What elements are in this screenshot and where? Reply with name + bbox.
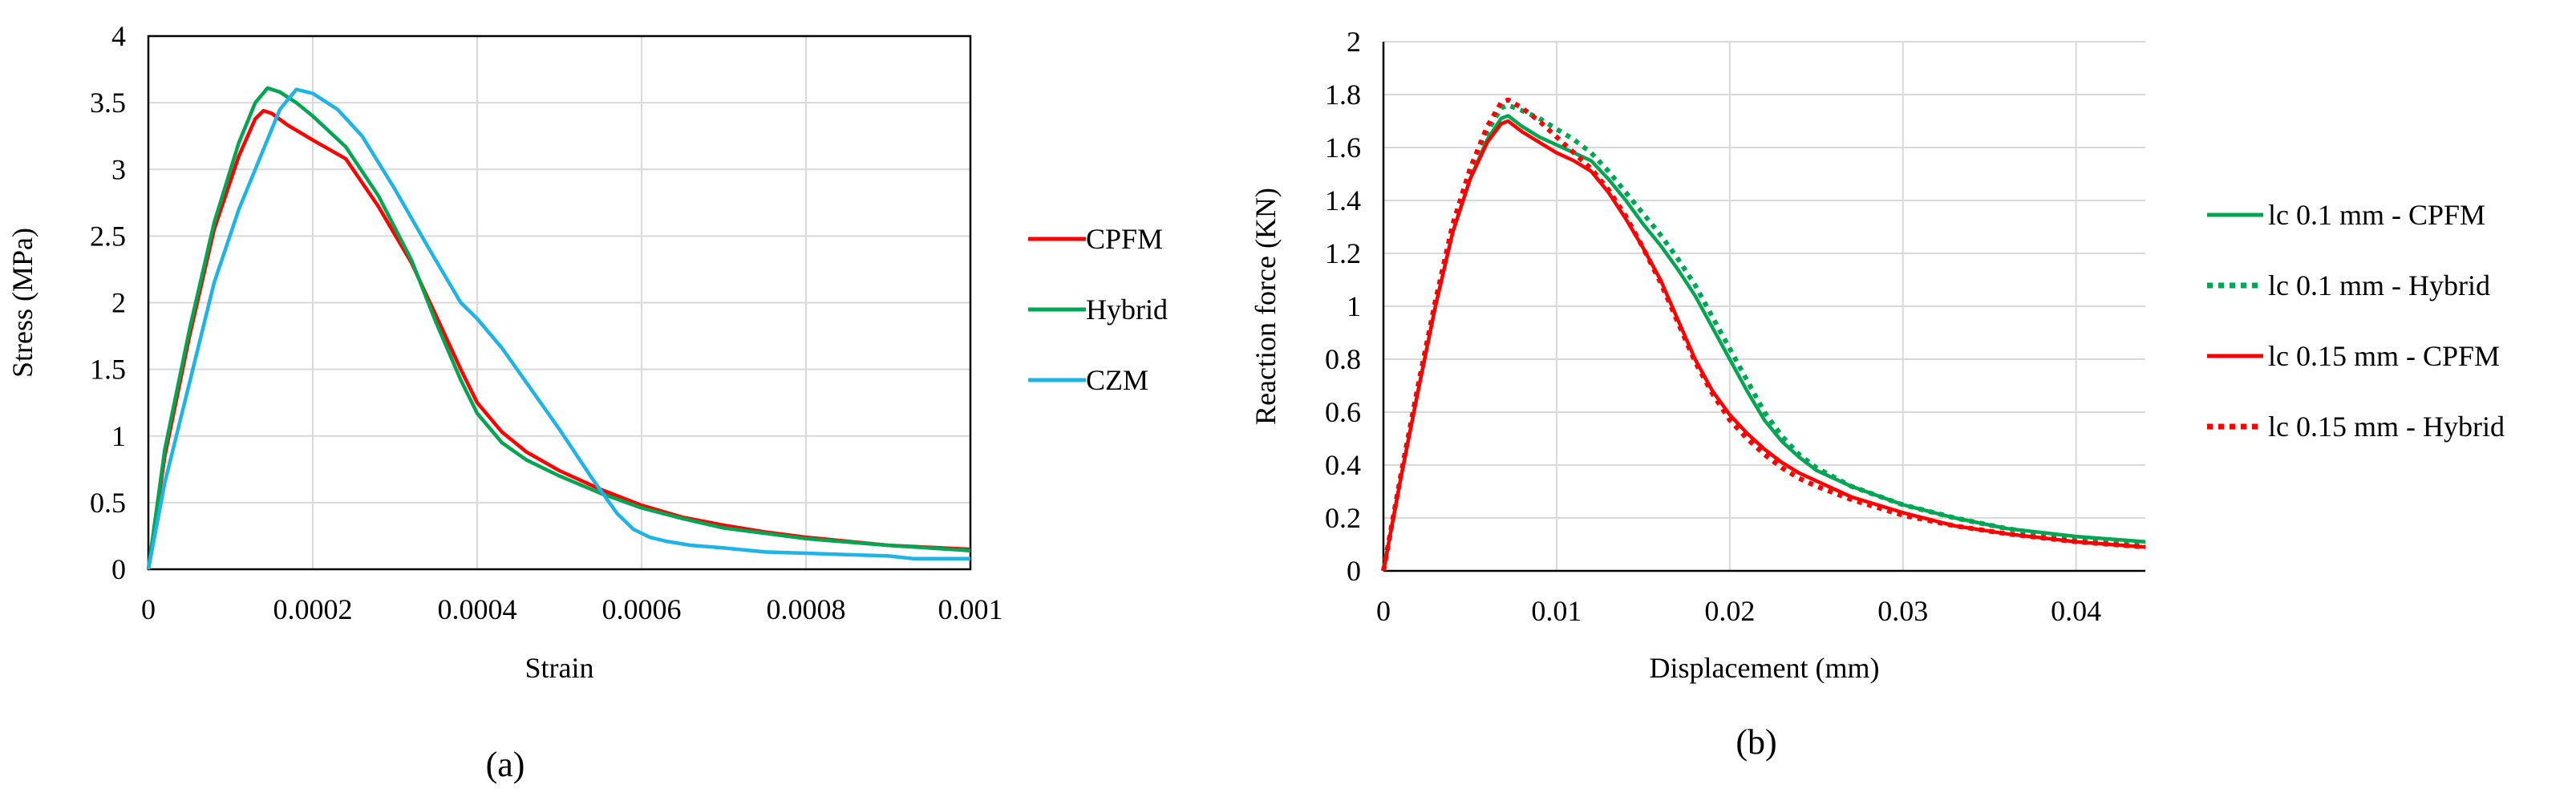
y-axis-title: Reaction force (KN) xyxy=(1250,188,1282,425)
chart-b: 0 0.01 0.02 0.03 0.04 0 0.2 0.4 0.6 0.8 1 1.2 1.4 1.6… xyxy=(1250,26,2505,762)
y-tick-label: 2 xyxy=(1347,26,1361,58)
y-tick-label: 0 xyxy=(111,553,126,585)
x-tick-label: 0.0006 xyxy=(602,593,682,625)
x-tick-label: 0 xyxy=(1376,595,1391,627)
y-tick-label: 1.5 xyxy=(90,354,126,386)
y-tick-label: 2 xyxy=(111,287,126,319)
series-line-cpfm xyxy=(146,108,971,570)
x-axis-title: Displacement (mm) xyxy=(1650,652,1880,684)
y-tick-label: 1 xyxy=(1347,290,1361,322)
legend-label: lc 0.1 mm - CPFM xyxy=(2268,199,2485,231)
x-tick-label: 0.04 xyxy=(2051,595,2101,627)
y-tick-label: 0.2 xyxy=(1325,502,1361,534)
x-tick-label: 0.0004 xyxy=(438,593,517,625)
legend-label: lc 0.1 mm - Hybrid xyxy=(2268,269,2490,301)
legend-label: lc 0.15 mm - CPFM xyxy=(2268,340,2500,372)
y-tick-label: 3.5 xyxy=(90,87,126,119)
y-tick-label: 3 xyxy=(111,153,126,185)
y-tick-label: 1.2 xyxy=(1325,237,1361,269)
y-tick-label: 0.4 xyxy=(1325,449,1361,481)
legend-label: CZM xyxy=(1086,364,1148,396)
series-lines xyxy=(1381,97,2146,572)
y-tick-label: 1.8 xyxy=(1325,79,1361,111)
series-line-lc-0-15-mm-hybrid xyxy=(1381,97,2146,572)
y-tick-label: 4 xyxy=(111,20,126,52)
legend-label: CPFM xyxy=(1086,223,1163,255)
x-axis-title: Strain xyxy=(525,652,594,684)
x-tick-label: 0 xyxy=(141,593,156,625)
figure-caption: (a) xyxy=(486,745,525,784)
legend-label: Hybrid xyxy=(1086,293,1168,326)
legend: lc 0.1 mm - CPFM lc 0.1 mm - Hybrid lc 0.1… xyxy=(2207,199,2505,443)
y-tick-label: 1.4 xyxy=(1325,184,1361,216)
x-tick-label: 0.001 xyxy=(938,593,1003,625)
x-tick-label: 0.0002 xyxy=(273,593,353,625)
x-tick-label: 0.0008 xyxy=(767,593,846,625)
series-lines xyxy=(146,86,971,570)
gridlines xyxy=(148,35,971,570)
legend-label: lc 0.15 mm - Hybrid xyxy=(2268,411,2505,443)
y-tick-label: 0.5 xyxy=(90,487,126,519)
chart-a: 0 0.0002 0.0004 0.0006 0.0008 0.001 0 0.5 1 1.5 2 2… xyxy=(6,20,1168,784)
series-line-hybrid xyxy=(146,86,971,570)
x-tick-label: 0.02 xyxy=(1704,595,1755,627)
y-tick-label: 0.8 xyxy=(1325,343,1361,375)
series-line-lc-0-15-mm-cpfm xyxy=(1381,119,2146,572)
legend: CPFM Hybrid CZM xyxy=(1028,223,1168,396)
series-line-lc-0-1-mm-hybrid xyxy=(1381,103,2146,572)
plot-frame xyxy=(147,34,972,571)
y-axis-title: Stress (MPa) xyxy=(6,228,38,378)
figure-caption: (b) xyxy=(1736,722,1776,762)
x-tick-label: 0.03 xyxy=(1877,595,1928,627)
series-line-czm xyxy=(146,87,970,570)
y-tick-label: 2.5 xyxy=(90,220,126,252)
y-tick-label: 1 xyxy=(111,420,126,452)
series-line-lc-0-1-mm-cpfm xyxy=(1381,114,2146,572)
x-tick-label: 0.01 xyxy=(1531,595,1582,627)
y-tick-label: 0 xyxy=(1347,555,1361,587)
y-tick-label: 1.6 xyxy=(1325,131,1361,164)
y-tick-label: 0.6 xyxy=(1325,396,1361,428)
